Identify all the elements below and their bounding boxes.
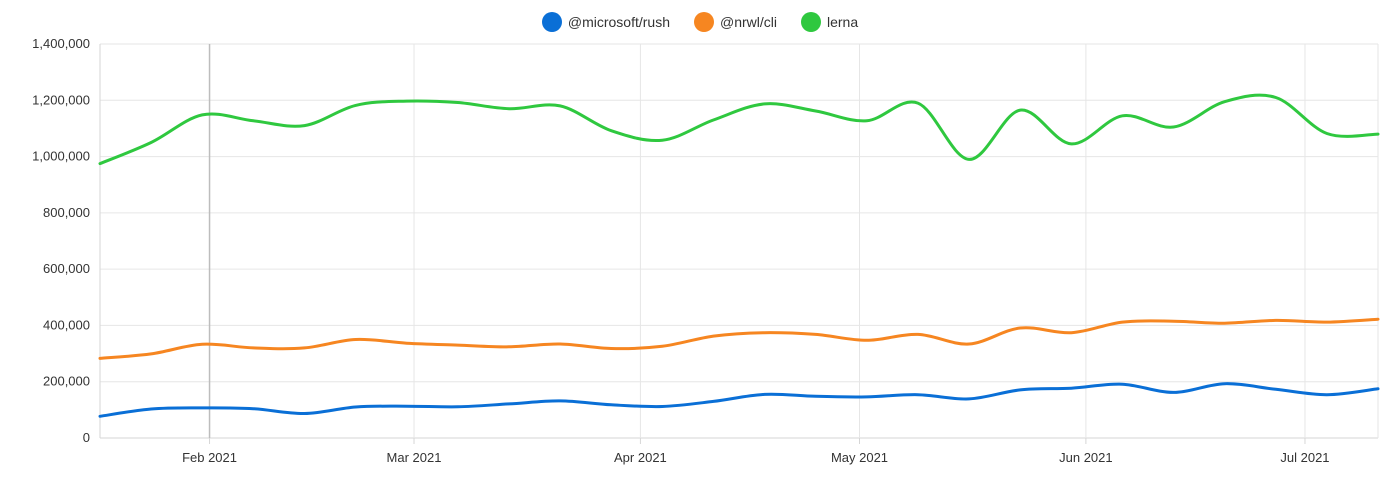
x-tick-label: Jul 2021 — [1280, 450, 1329, 465]
y-tick-label: 400,000 — [43, 317, 90, 332]
x-tick-label: Jun 2021 — [1059, 450, 1113, 465]
legend-swatch-icon — [541, 12, 562, 32]
series-line-lerna — [98, 93, 1380, 166]
y-tick-label: 200,000 — [43, 374, 90, 389]
legend-item-nrwl-cli[interactable]: @nrwl/cli — [693, 12, 777, 32]
legend-item-lerna[interactable]: lerna — [800, 12, 859, 32]
series-line-nrwl-cli — [98, 317, 1380, 360]
legend-label: lerna — [826, 14, 859, 30]
legend-swatch-icon — [693, 12, 714, 32]
x-tick-label: May 2021 — [831, 450, 888, 465]
legend-item-microsoft-rush[interactable]: @microsoft/rush — [541, 12, 670, 32]
x-tick-label: Feb 2021 — [182, 450, 237, 465]
series-lines — [98, 93, 1380, 418]
y-tick-label: 1,000,000 — [32, 149, 90, 164]
y-tick-label: 1,400,000 — [32, 36, 90, 51]
x-tick-label: Apr 2021 — [614, 450, 667, 465]
legend-swatch-icon — [800, 12, 821, 32]
chart-legend: @microsoft/rush @nrwl/cli lerna — [0, 12, 1400, 32]
y-tick-label: 600,000 — [43, 261, 90, 276]
y-tick-label: 0 — [83, 430, 90, 445]
legend-label: @microsoft/rush — [567, 14, 670, 30]
legend-label: @nrwl/cli — [719, 14, 777, 30]
y-tick-label: 1,200,000 — [32, 92, 90, 107]
y-tick-label: 800,000 — [43, 205, 90, 220]
x-tick-label: Mar 2021 — [387, 450, 442, 465]
grid-lines — [100, 43, 1378, 439]
axes: 0 200,000 400,000 600,000 800,000 1,000,000 1,… — [32, 36, 1379, 465]
series-line-microsoft-rush — [98, 382, 1380, 418]
